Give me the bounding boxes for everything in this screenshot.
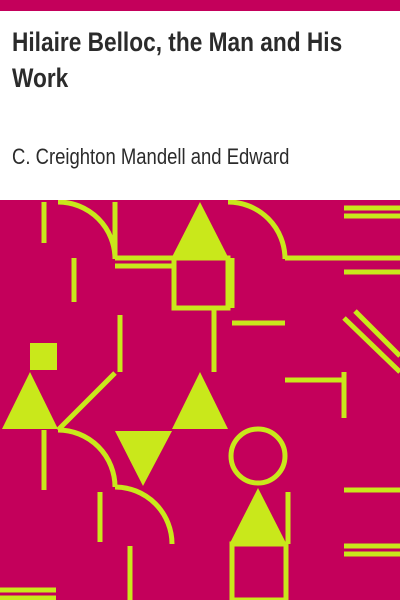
line-stroke bbox=[353, 309, 400, 358]
arc-stroke bbox=[114, 484, 175, 545]
cover-pattern-art bbox=[0, 200, 400, 600]
book-title: Hilaire Belloc, the Man and His Work bbox=[12, 27, 343, 93]
arc-stroke bbox=[227, 200, 288, 260]
triangle-up bbox=[172, 202, 228, 257]
square-filled bbox=[30, 343, 57, 370]
triangle-up bbox=[2, 372, 58, 429]
square-outline bbox=[229, 541, 289, 600]
square-outline bbox=[171, 255, 231, 311]
triangle-down bbox=[115, 431, 172, 486]
triangle-up bbox=[230, 488, 286, 543]
circle-outline bbox=[228, 426, 288, 486]
top-color-strip bbox=[0, 0, 400, 11]
line-stroke bbox=[342, 316, 400, 374]
arc-stroke bbox=[57, 427, 118, 488]
book-author: C. Creighton Mandell and Edward bbox=[12, 144, 290, 169]
line-stroke bbox=[56, 371, 117, 432]
triangle-up bbox=[172, 372, 228, 429]
